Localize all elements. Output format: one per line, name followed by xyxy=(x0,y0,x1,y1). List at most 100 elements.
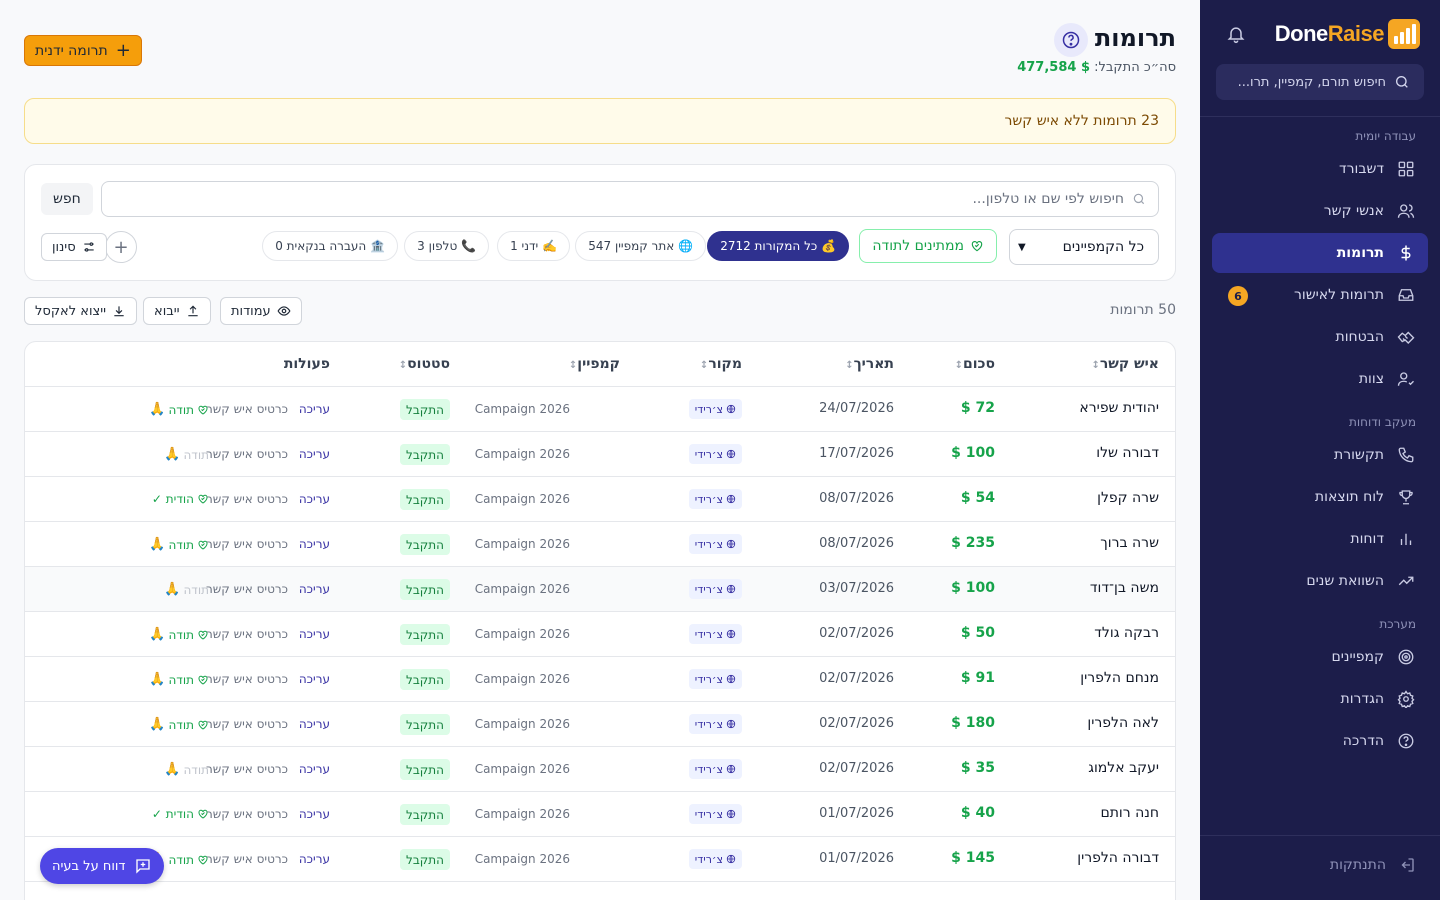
column-header-amount[interactable]: סכום↕ xyxy=(954,356,995,372)
logo[interactable]: DoneRaise xyxy=(1275,19,1420,49)
table-row[interactable]: חנה רותם $ 40 01/07/2026 צ׳רידי Campaign 202… xyxy=(25,792,1175,837)
contact-card-link[interactable]: כרטיס איש קשר xyxy=(206,627,288,641)
contact-card-link[interactable]: כרטיס איש קשר xyxy=(206,762,288,776)
contact-card-link[interactable]: כרטיס איש קשר xyxy=(206,447,288,461)
table-row[interactable]: משה בן־דוד $ 100 03/07/2026 צ׳רידי Campaign … xyxy=(25,567,1175,612)
awaiting-thanks-filter[interactable]: ממתינים לתודה xyxy=(859,229,997,263)
add-manual-donation-button[interactable]: + תרומה ידנית xyxy=(24,35,142,66)
unlinked-donations-alert[interactable]: 23 תרומות ללא איש קשר xyxy=(24,98,1176,144)
campaign-name: Campaign 2026 xyxy=(474,762,570,776)
source-chip-website[interactable]: 🌐 אתר קמפיין 547 xyxy=(575,231,706,261)
donor-name[interactable]: לאה הלפרין xyxy=(1087,715,1159,731)
edit-link[interactable]: עריכה xyxy=(298,537,330,551)
thanks-button[interactable]: הודית ✓ xyxy=(152,492,209,506)
sidebar-item-dashboard[interactable]: דשבורד xyxy=(1212,149,1428,189)
donor-name[interactable]: משה בן־דוד xyxy=(1089,580,1159,596)
thanks-button[interactable]: תודה🙏 xyxy=(164,447,209,462)
edit-link[interactable]: עריכה xyxy=(298,582,330,596)
sidebar-item-contacts[interactable]: אנשי קשר xyxy=(1212,191,1428,231)
column-header-campaign[interactable]: קמפיין↕ xyxy=(568,356,620,372)
contact-card-link[interactable]: כרטיס איש קשר xyxy=(206,492,288,506)
donation-date: 02/07/2026 xyxy=(819,716,894,731)
sidebar-item-campaigns[interactable]: קמפיינים xyxy=(1212,637,1428,677)
logout-button[interactable]: התנתקות xyxy=(1330,856,1416,874)
donor-name[interactable]: שרה קפלן xyxy=(1097,490,1159,506)
donor-name[interactable]: חנה רותם xyxy=(1100,805,1159,821)
donor-name[interactable]: מנחם הלפרין xyxy=(1080,670,1159,686)
thanks-button[interactable]: תודה🙏 xyxy=(149,402,209,417)
sidebar-item-pending-donations[interactable]: תרומות לאישור 6 xyxy=(1212,275,1428,315)
thanks-button[interactable]: תודה🙏 xyxy=(149,627,209,642)
search-button[interactable]: חפש xyxy=(41,183,93,215)
thanks-button[interactable]: תודה🙏 xyxy=(149,537,209,552)
column-header-source[interactable]: מקור↕ xyxy=(699,356,742,372)
table-row[interactable]: שרה קפלן $ 54 08/07/2026 צ׳רידי Campaign 202… xyxy=(25,477,1175,522)
contact-card-link[interactable]: כרטיס איש קשר xyxy=(206,672,288,686)
search-icon xyxy=(1396,76,1408,88)
help-button[interactable] xyxy=(1054,23,1088,57)
table-row[interactable]: רבקה גולד $ 50 02/07/2026 צ׳רידי Campaign 20… xyxy=(25,612,1175,657)
table-row[interactable]: לאה הלפרין $ 180 02/07/2026 צ׳רידי Campaign … xyxy=(25,702,1175,747)
campaign-select[interactable]: כל הקמפיינים ▼ xyxy=(1009,229,1159,265)
edit-link[interactable]: עריכה xyxy=(298,402,330,416)
source-chip-phone[interactable]: 📞 טלפון 3 xyxy=(404,231,489,261)
contact-card-link[interactable]: כרטיס איש קשר xyxy=(206,582,288,596)
edit-link[interactable]: עריכה xyxy=(298,852,330,866)
table-row[interactable]: מנחם הלפרין $ 91 02/07/2026 צ׳רידי Campaign … xyxy=(25,657,1175,702)
column-header-status[interactable]: סטטוס↕ xyxy=(398,356,450,372)
filter-button[interactable]: סינון xyxy=(41,233,107,261)
sidebar-item-pledges[interactable]: הבטחות xyxy=(1212,317,1428,357)
donor-name[interactable]: יהודית שפירא xyxy=(1079,400,1159,416)
sidebar-item-team[interactable]: צוות xyxy=(1212,359,1428,399)
table-row[interactable]: דבורה הלפרין $ 145 01/07/2026 צ׳רידי Campaig… xyxy=(25,837,1175,882)
export-excel-button[interactable]: ייצוא לאקסל xyxy=(24,297,138,325)
contact-card-link[interactable]: כרטיס איש קשר xyxy=(206,717,288,731)
edit-link[interactable]: עריכה xyxy=(298,762,330,776)
column-header-name[interactable]: איש קשר↕ xyxy=(1091,356,1159,372)
contact-card-link[interactable]: כרטיס איש קשר xyxy=(206,852,288,866)
thanks-button[interactable]: תודה🙏 xyxy=(149,672,209,687)
thanks-button[interactable]: תודה🙏 xyxy=(149,717,209,732)
contact-card-link[interactable]: כרטיס איש קשר xyxy=(206,402,288,416)
donor-name[interactable]: דבורה הלפרין xyxy=(1077,850,1159,866)
sidebar-item-settings[interactable]: הגדרות xyxy=(1212,679,1428,719)
thanks-button[interactable]: הודית ✓ xyxy=(152,807,209,821)
table-row[interactable]: שרה ברוך $ 235 08/07/2026 צ׳רידי Campaign 20… xyxy=(25,522,1175,567)
donor-name[interactable]: רבקה גולד xyxy=(1094,625,1159,641)
edit-link[interactable]: עריכה xyxy=(298,807,330,821)
edit-link[interactable]: עריכה xyxy=(298,717,330,731)
sidebar-item-reports[interactable]: דוחות xyxy=(1212,519,1428,559)
sidebar-item-donations[interactable]: תרומות xyxy=(1212,233,1428,273)
source-chip-bank-transfer[interactable]: 🏦 העברה בנקאית 0 xyxy=(262,231,398,261)
edit-link[interactable]: עריכה xyxy=(298,447,330,461)
column-header-date[interactable]: תאריך↕ xyxy=(845,356,894,372)
table-row[interactable]: יעקב אלמוג $ 35 02/07/2026 צ׳רידי Campaign 2… xyxy=(25,747,1175,792)
donor-name[interactable]: שרה ברוך xyxy=(1100,535,1159,551)
sidebar-item-label: תקשורת xyxy=(1334,447,1384,463)
columns-button[interactable]: עמודות xyxy=(220,297,302,325)
table-row[interactable]: דבורה שלו $ 100 17/07/2026 צ׳רידי Campaign 2… xyxy=(25,432,1175,477)
source-chip-all[interactable]: 💰 כל המקורות 2712 xyxy=(707,231,849,261)
thanks-button[interactable]: תודה🙏 xyxy=(164,762,209,777)
sidebar-item-leaderboard[interactable]: לוח תוצאות xyxy=(1212,477,1428,517)
donor-search-input[interactable]: חיפוש לפי שם או טלפון... xyxy=(101,181,1159,217)
thanks-button[interactable]: תודה🙏 xyxy=(164,582,209,597)
bell-icon[interactable] xyxy=(1226,24,1246,44)
edit-link[interactable]: עריכה xyxy=(298,672,330,686)
import-button[interactable]: ייבוא xyxy=(143,297,211,325)
contact-card-link[interactable]: כרטיס איש קשר xyxy=(206,537,288,551)
sidebar-item-guide[interactable]: הדרכה xyxy=(1212,721,1428,761)
sidebar-search-input[interactable]: חיפוש תורם, קמפיין, תרו... xyxy=(1216,64,1424,100)
donation-amount: $ 180 xyxy=(951,715,995,731)
report-issue-button[interactable]: דווח על בעיה xyxy=(40,848,164,884)
donor-name[interactable]: דבורה שלו xyxy=(1096,445,1159,461)
donor-name[interactable]: יעקב אלמוג xyxy=(1088,760,1159,776)
sidebar-item-year-comparison[interactable]: השוואת שנים xyxy=(1212,561,1428,601)
add-filter-button[interactable]: + xyxy=(105,231,137,263)
sidebar-item-communication[interactable]: תקשורת xyxy=(1212,435,1428,475)
edit-link[interactable]: עריכה xyxy=(298,627,330,641)
source-chip-manual[interactable]: ✍️ ידני 1 xyxy=(497,231,570,261)
contact-card-link[interactable]: כרטיס איש קשר xyxy=(206,807,288,821)
table-row[interactable]: יהודית שפירא $ 72 24/07/2026 צ׳רידי Campaign… xyxy=(25,387,1175,432)
edit-link[interactable]: עריכה xyxy=(298,492,330,506)
